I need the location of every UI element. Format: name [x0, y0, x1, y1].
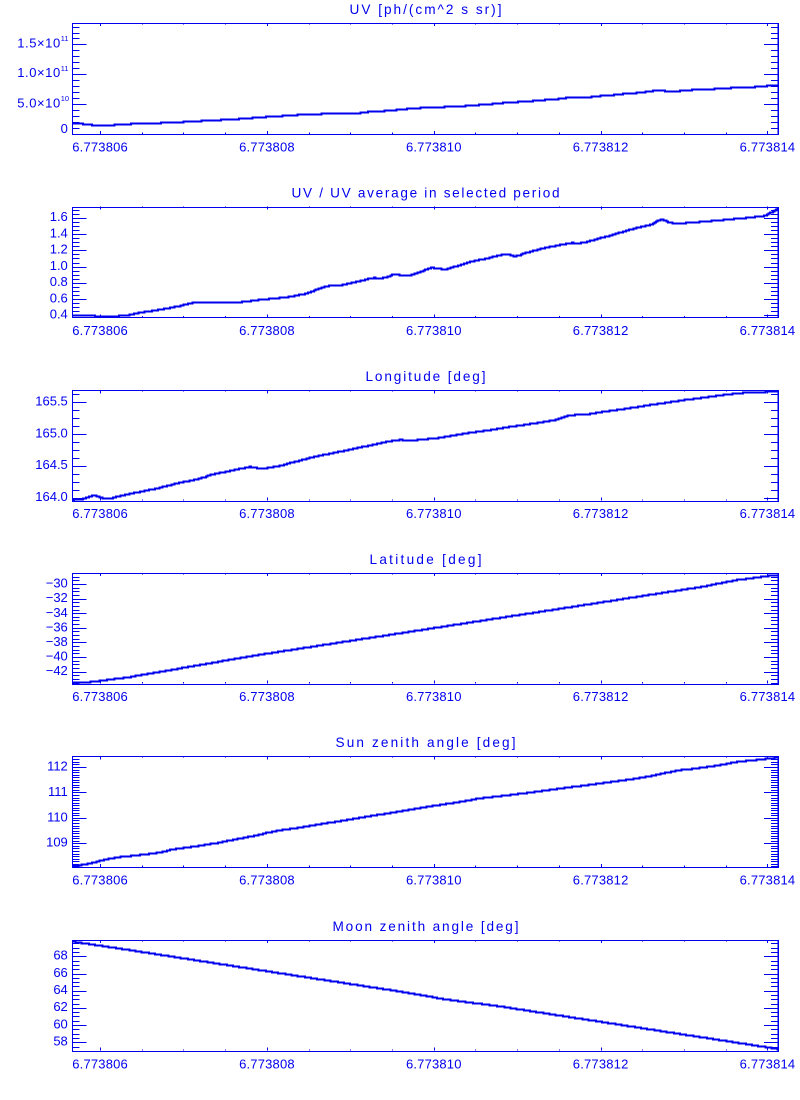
- svg-text:6.773812: 6.773812: [573, 1056, 629, 1071]
- svg-text:1.0×10: 1.0×10: [17, 65, 60, 80]
- svg-text:164.5: 164.5: [35, 457, 68, 472]
- svg-text:6.773814: 6.773814: [740, 873, 796, 888]
- svg-text:6.773810: 6.773810: [406, 323, 462, 338]
- svg-text:6.773812: 6.773812: [573, 323, 629, 338]
- svg-text:−32: −32: [46, 590, 68, 605]
- svg-text:68: 68: [53, 948, 67, 963]
- svg-text:6.773814: 6.773814: [740, 1056, 796, 1071]
- svg-text:6.773810: 6.773810: [406, 1056, 462, 1071]
- svg-text:64: 64: [53, 982, 67, 997]
- svg-text:6.773806: 6.773806: [72, 873, 128, 888]
- svg-text:−34: −34: [46, 605, 68, 620]
- svg-text:5.0×10: 5.0×10: [17, 95, 60, 110]
- svg-text:Latitude [deg]: Latitude [deg]: [370, 552, 482, 567]
- svg-text:1.4: 1.4: [50, 226, 68, 241]
- svg-text:6.773812: 6.773812: [573, 506, 629, 521]
- svg-text:110: 110: [47, 810, 68, 825]
- svg-text:−30: −30: [46, 576, 68, 591]
- svg-text:6.773810: 6.773810: [406, 140, 462, 155]
- svg-text:6.773806: 6.773806: [72, 506, 128, 521]
- svg-text:Longitude [deg]: Longitude [deg]: [366, 369, 486, 384]
- svg-text:6.773814: 6.773814: [740, 323, 796, 338]
- svg-text:6.773812: 6.773812: [573, 873, 629, 888]
- svg-text:109: 109: [46, 835, 68, 850]
- svg-text:6.773810: 6.773810: [406, 873, 462, 888]
- svg-text:UV / UV average in selected pe: UV / UV average in selected period: [292, 185, 560, 200]
- svg-text:6.773808: 6.773808: [239, 873, 295, 888]
- svg-text:6.773808: 6.773808: [239, 140, 295, 155]
- svg-text:6.773808: 6.773808: [239, 1056, 295, 1071]
- svg-text:62: 62: [53, 999, 67, 1014]
- svg-text:−36: −36: [46, 619, 68, 634]
- svg-text:6.773814: 6.773814: [740, 689, 796, 704]
- svg-text:6.773812: 6.773812: [573, 140, 629, 155]
- svg-text:66: 66: [53, 965, 67, 980]
- svg-text:−38: −38: [46, 634, 68, 649]
- svg-text:6.773808: 6.773808: [239, 689, 295, 704]
- svg-text:165.0: 165.0: [35, 425, 68, 440]
- svg-text:1.5×10: 1.5×10: [17, 35, 60, 50]
- svg-text:11: 11: [61, 64, 69, 73]
- svg-text:6.773806: 6.773806: [72, 323, 128, 338]
- svg-text:1.6: 1.6: [50, 209, 68, 224]
- svg-text:0: 0: [61, 121, 68, 136]
- svg-text:11: 11: [61, 34, 69, 43]
- svg-text:−42: −42: [46, 663, 68, 678]
- svg-text:6.773808: 6.773808: [239, 323, 295, 338]
- svg-text:6.773806: 6.773806: [72, 689, 128, 704]
- svg-text:0.6: 0.6: [50, 290, 68, 305]
- svg-text:6.773810: 6.773810: [406, 506, 462, 521]
- svg-text:1.0: 1.0: [50, 258, 68, 273]
- svg-text:6.773810: 6.773810: [406, 689, 462, 704]
- svg-text:6.773812: 6.773812: [573, 689, 629, 704]
- svg-text:UV [ph/(cm^2 s sr)]: UV [ph/(cm^2 s sr)]: [350, 2, 502, 17]
- svg-text:6.773808: 6.773808: [239, 506, 295, 521]
- svg-text:6.773806: 6.773806: [72, 140, 128, 155]
- svg-text:−40: −40: [46, 649, 68, 664]
- svg-text:164.0: 164.0: [35, 489, 68, 504]
- svg-text:6.773806: 6.773806: [72, 1056, 128, 1071]
- svg-text:0.4: 0.4: [50, 307, 68, 322]
- svg-text:111: 111: [48, 784, 68, 799]
- svg-text:6.773814: 6.773814: [740, 140, 796, 155]
- svg-text:58: 58: [53, 1034, 67, 1049]
- svg-text:60: 60: [53, 1016, 67, 1031]
- svg-text:165.5: 165.5: [35, 394, 68, 409]
- svg-text:10: 10: [61, 94, 69, 103]
- svg-text:112: 112: [47, 758, 68, 773]
- svg-text:1.2: 1.2: [50, 242, 68, 257]
- svg-text:6.773814: 6.773814: [740, 506, 796, 521]
- svg-text:0.8: 0.8: [50, 274, 68, 289]
